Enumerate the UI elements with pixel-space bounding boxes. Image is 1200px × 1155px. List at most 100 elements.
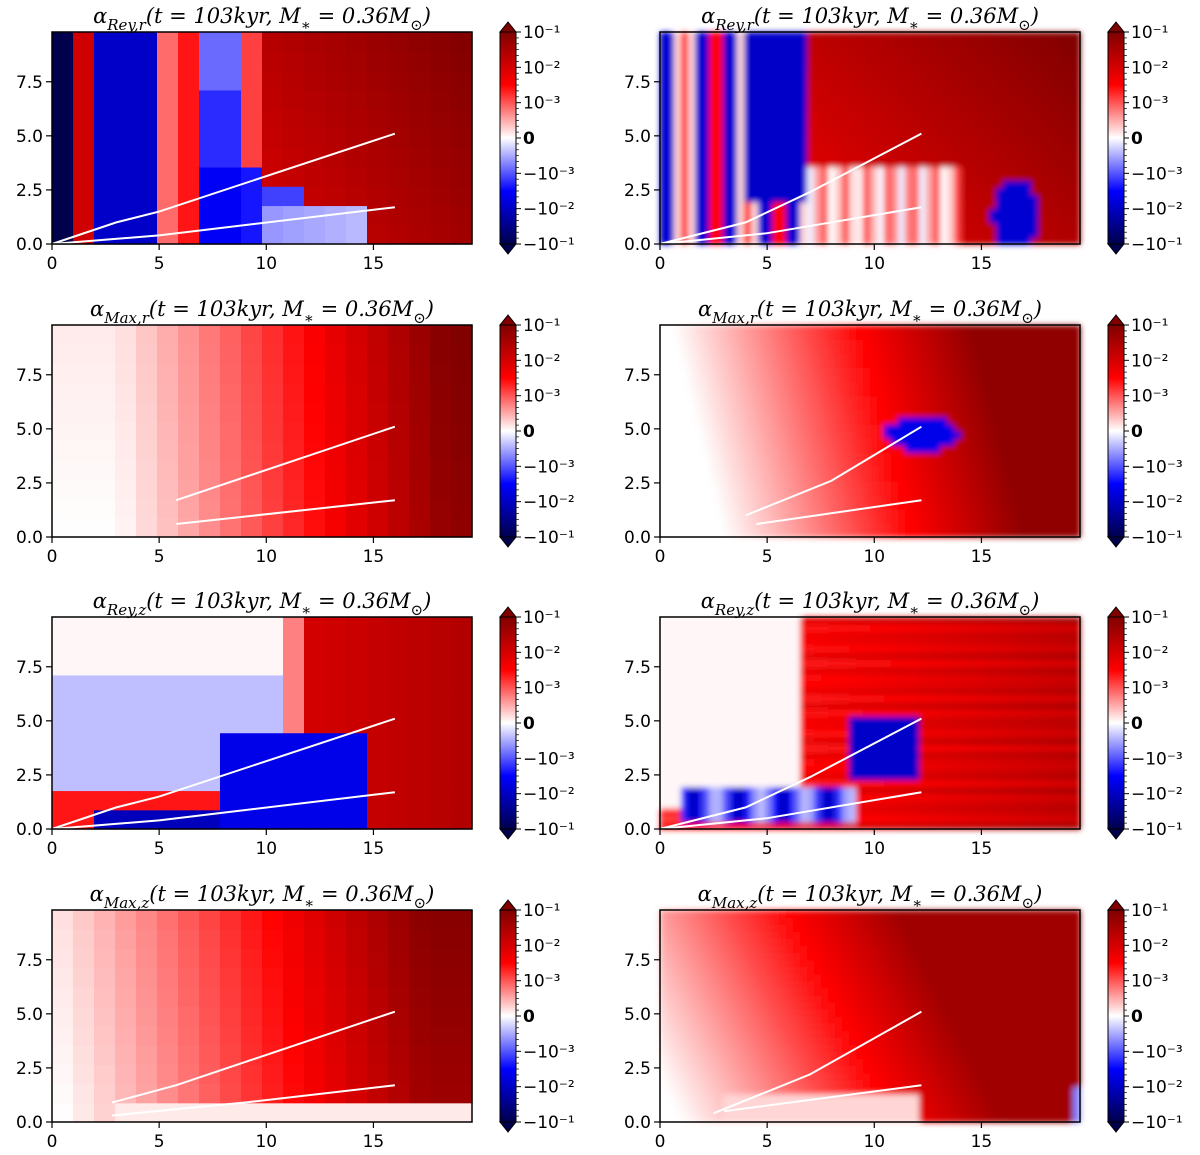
heatmap-cell bbox=[807, 480, 815, 489]
heatmap-cell bbox=[304, 674, 326, 695]
heatmap-cell bbox=[919, 522, 927, 531]
heatmap-cell bbox=[954, 229, 962, 238]
heatmap-cell bbox=[1066, 236, 1074, 245]
heatmap-cell bbox=[674, 152, 682, 160]
heatmap-cell bbox=[283, 498, 305, 519]
heatmap-cell bbox=[814, 116, 822, 125]
heatmap-cell bbox=[940, 332, 948, 340]
x-tick-label: 10 bbox=[255, 839, 277, 859]
colorbar-gradient bbox=[499, 324, 517, 538]
heatmap-cell bbox=[856, 431, 864, 439]
heatmap-cell bbox=[919, 494, 927, 503]
heatmap-cell bbox=[1045, 395, 1053, 404]
heatmap-cell bbox=[1052, 473, 1060, 482]
heatmap-cell bbox=[1038, 529, 1046, 538]
heatmap-cell bbox=[835, 166, 843, 174]
heatmap-cell bbox=[660, 680, 668, 689]
heatmap-cell bbox=[1038, 522, 1046, 531]
heatmap-cell bbox=[1073, 95, 1081, 104]
heatmap-cell bbox=[954, 53, 962, 61]
heatmap-cell bbox=[898, 423, 906, 432]
heatmap-cell bbox=[814, 145, 822, 153]
heatmap-cell bbox=[989, 445, 997, 453]
colorbar-tick-label: 0 bbox=[1131, 129, 1143, 149]
heatmap-cell bbox=[1038, 459, 1046, 467]
heatmap-cell bbox=[772, 381, 780, 390]
heatmap-cell bbox=[877, 480, 885, 489]
heatmap-cell bbox=[814, 325, 822, 333]
heatmap-cell bbox=[891, 374, 899, 383]
heatmap-cell bbox=[660, 515, 668, 524]
heatmap-cell bbox=[430, 809, 452, 830]
heatmap-cell bbox=[996, 402, 1004, 411]
heatmap-cell bbox=[660, 814, 668, 823]
heatmap-cell bbox=[940, 180, 948, 189]
heatmap-cell bbox=[765, 367, 773, 376]
heatmap-cell bbox=[786, 459, 794, 467]
heatmap-cell bbox=[947, 332, 955, 340]
panel-title: αRey,r(t = 103kyr, M∗ = 0.36M⊙) bbox=[93, 4, 431, 34]
heatmap-cell bbox=[1003, 466, 1011, 474]
heatmap-cell bbox=[751, 409, 759, 418]
heatmap-cell bbox=[723, 88, 731, 97]
heatmap-cell bbox=[954, 187, 962, 196]
heatmap-cell bbox=[695, 687, 703, 696]
heatmap-cell bbox=[870, 487, 878, 496]
heatmap-cell bbox=[975, 88, 983, 97]
heatmap-cell bbox=[709, 624, 717, 632]
heatmap-cell bbox=[346, 790, 368, 811]
heatmap-cell bbox=[695, 67, 703, 75]
heatmap-cell bbox=[674, 159, 682, 167]
heatmap-cell bbox=[241, 363, 263, 384]
heatmap-cell bbox=[758, 459, 766, 467]
heatmap-cell bbox=[1038, 187, 1046, 196]
heatmap-cell bbox=[989, 388, 997, 397]
heatmap-cell bbox=[730, 81, 738, 90]
heatmap-cell bbox=[996, 515, 1004, 524]
heatmap-cell bbox=[1010, 95, 1018, 104]
heatmap-cell bbox=[835, 374, 843, 383]
heatmap-cell bbox=[828, 325, 836, 333]
x-tick-label: 5 bbox=[154, 547, 165, 567]
heatmap-cell bbox=[1066, 529, 1074, 538]
heatmap-cell bbox=[709, 814, 717, 823]
heatmap-cell bbox=[835, 46, 843, 54]
heatmap-cell bbox=[968, 88, 976, 97]
heatmap-cell bbox=[772, 452, 780, 460]
heatmap-cell bbox=[695, 751, 703, 759]
heatmap-cell bbox=[800, 102, 808, 111]
heatmap-cell bbox=[660, 116, 668, 125]
heatmap-cell bbox=[367, 147, 389, 168]
heatmap-cell bbox=[304, 771, 326, 792]
heatmap-cell bbox=[891, 494, 899, 503]
heatmap-cell bbox=[1059, 46, 1067, 54]
heatmap-cell bbox=[695, 194, 703, 203]
heatmap-cell bbox=[849, 381, 857, 390]
heatmap-cell bbox=[723, 395, 731, 404]
heatmap-cell bbox=[409, 517, 431, 538]
heatmap-cell bbox=[688, 95, 696, 104]
colorbar: 10⁻¹10⁻²10⁻³0−10⁻³−10⁻²−10⁻¹ bbox=[498, 21, 575, 255]
heatmap-cell bbox=[723, 452, 731, 460]
heatmap-cell bbox=[388, 617, 410, 637]
heatmap-cell bbox=[996, 367, 1004, 376]
heatmap-cell bbox=[779, 388, 787, 397]
heatmap-cell bbox=[681, 39, 689, 47]
heatmap-cell bbox=[814, 438, 822, 446]
heatmap-cell bbox=[898, 402, 906, 411]
heatmap-cell bbox=[157, 459, 179, 480]
heatmap-cell bbox=[912, 236, 920, 245]
heatmap-cell bbox=[996, 130, 1004, 139]
heatmap-cell bbox=[884, 229, 892, 238]
heatmap-cell bbox=[891, 515, 899, 524]
heatmap-cell bbox=[1003, 229, 1011, 238]
heatmap-cell bbox=[828, 423, 836, 432]
heatmap-cell bbox=[688, 459, 696, 467]
heatmap-cell bbox=[744, 772, 752, 781]
heatmap-cell bbox=[870, 194, 878, 203]
heatmap-cell bbox=[856, 145, 864, 153]
heatmap-cell bbox=[821, 116, 829, 125]
axes-frame bbox=[51, 31, 473, 245]
heatmap-cell bbox=[849, 431, 857, 439]
heatmap-cell bbox=[695, 737, 703, 745]
